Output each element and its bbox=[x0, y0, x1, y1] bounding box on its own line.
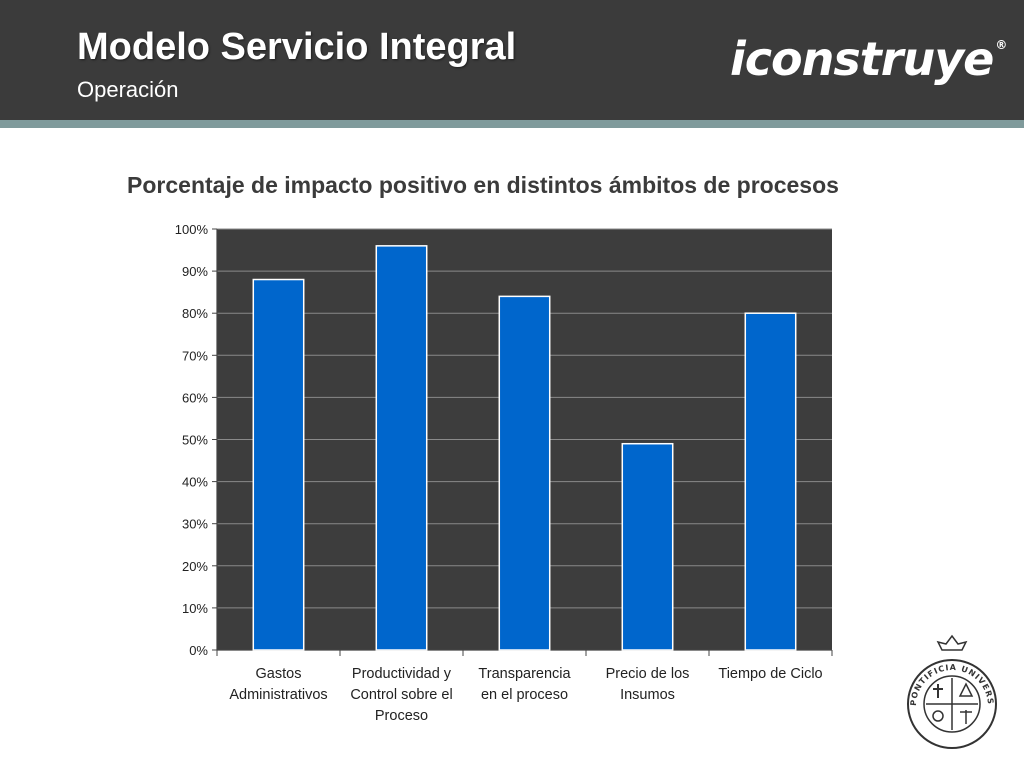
svg-text:PONTIFICIA UNIVERSIDAD CATÓLIC: PONTIFICIA UNIVERSIDAD CATÓLICA DE CHILE bbox=[904, 632, 995, 706]
y-tick-label: 100% bbox=[175, 222, 209, 237]
bar bbox=[375, 245, 428, 651]
y-tick-label: 40% bbox=[182, 475, 208, 490]
header-stripe bbox=[0, 120, 1024, 128]
x-tick-label: Proceso bbox=[375, 708, 428, 724]
x-tick-label: Productividad y bbox=[352, 666, 452, 682]
iconstruye-logo: iconstruye ® bbox=[730, 32, 1007, 86]
bar bbox=[621, 442, 674, 651]
x-tick-label: en el proceso bbox=[481, 687, 568, 703]
x-tick-label: Gastos bbox=[256, 666, 302, 682]
y-tick-label: 90% bbox=[182, 264, 208, 279]
y-tick-label: 80% bbox=[182, 306, 208, 321]
y-tick-label: 10% bbox=[182, 601, 208, 616]
chart-title: Porcentaje de impacto positivo en distin… bbox=[127, 172, 839, 198]
header-bar bbox=[0, 0, 1024, 120]
slide-title: Modelo Servicio Integral bbox=[77, 26, 517, 68]
y-tick-label: 30% bbox=[182, 517, 208, 532]
bar bbox=[252, 278, 305, 651]
x-tick-label: Tiempo de Ciclo bbox=[718, 666, 822, 682]
bar bbox=[498, 295, 551, 651]
x-tick-label: Transparencia bbox=[478, 666, 571, 682]
x-tick-label: Control sobre el bbox=[350, 687, 452, 703]
x-tick-label: Administrativos bbox=[229, 687, 327, 703]
x-tick-label: Insumos bbox=[620, 687, 675, 703]
bar bbox=[744, 312, 797, 651]
logo-text: iconstruye bbox=[730, 32, 994, 86]
y-tick-label: 20% bbox=[182, 559, 208, 574]
y-tick-label: 70% bbox=[182, 348, 208, 363]
universidad-catolica-seal-icon: PONTIFICIA UNIVERSIDAD CATÓLICA DE CHILE bbox=[904, 632, 997, 749]
y-tick-label: 0% bbox=[189, 643, 208, 658]
y-tick-label: 60% bbox=[182, 390, 208, 405]
slide-subtitle: Operación bbox=[77, 77, 179, 102]
registered-mark: ® bbox=[995, 38, 1007, 52]
y-tick-label: 50% bbox=[182, 433, 208, 448]
x-tick-label: Precio de los bbox=[606, 666, 690, 682]
